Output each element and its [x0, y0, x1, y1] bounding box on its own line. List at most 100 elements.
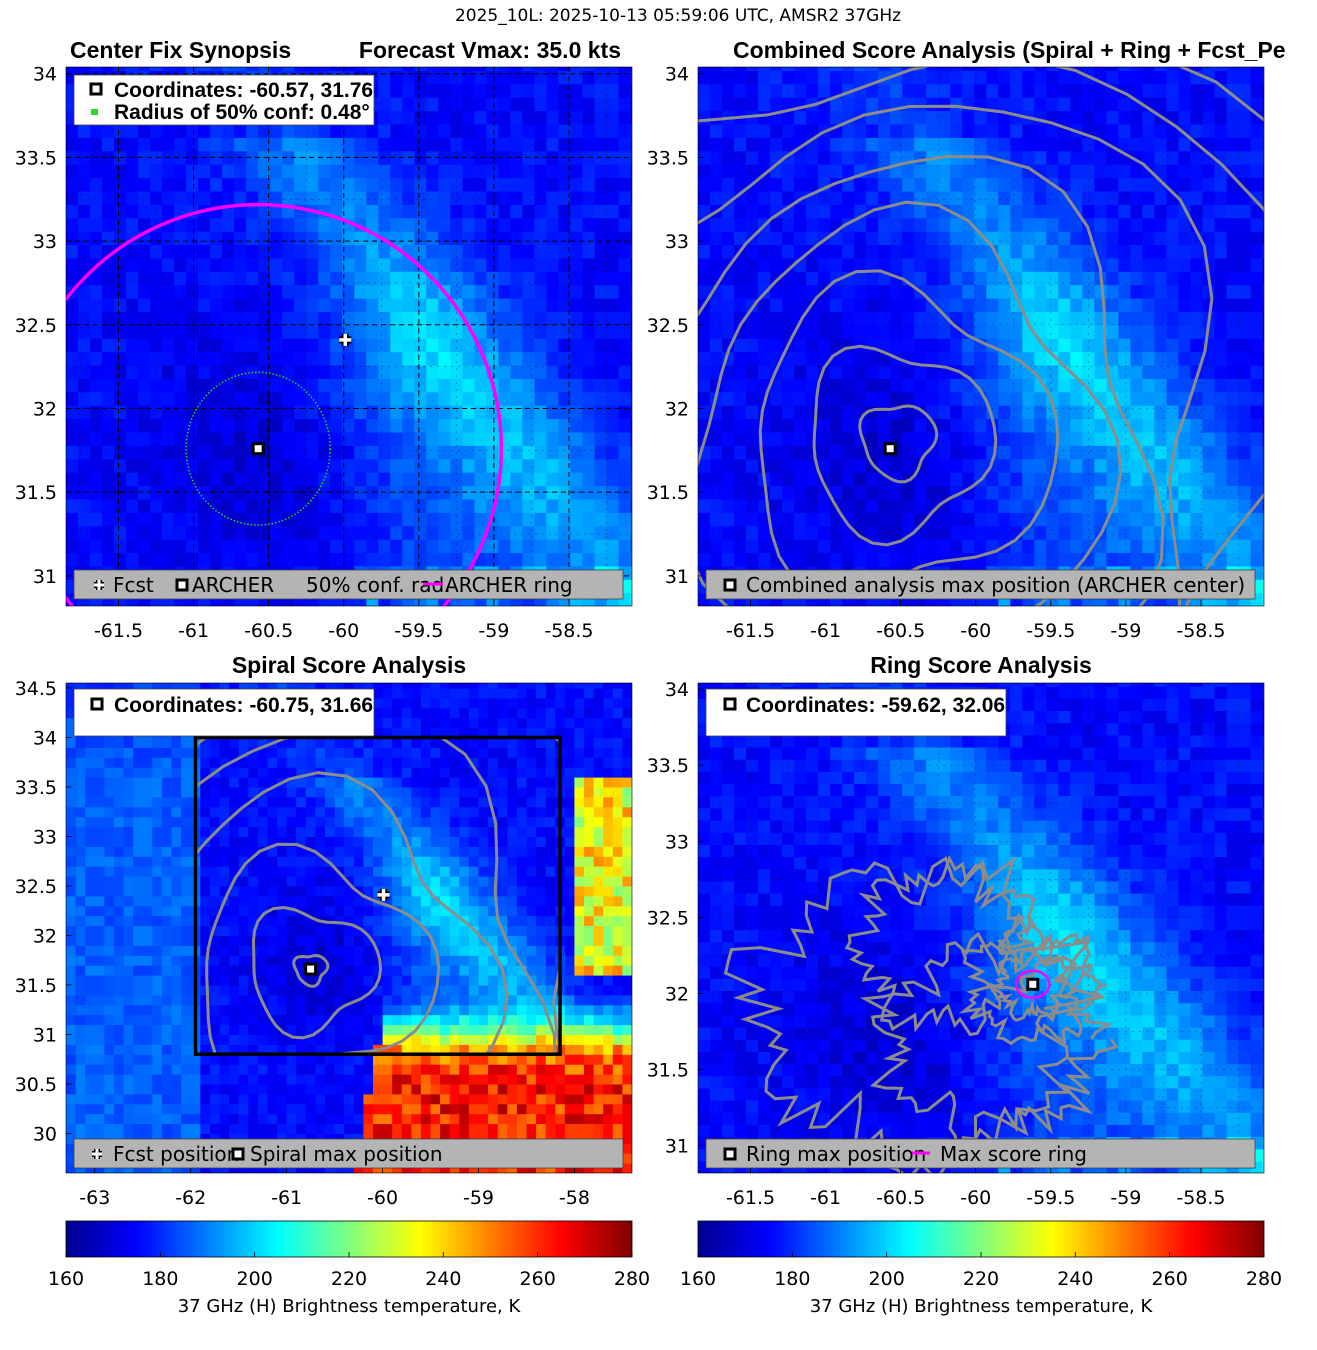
heatmap-cell	[630, 472, 632, 487]
heatmap-cell	[133, 945, 144, 956]
heatmap-cell	[462, 418, 475, 433]
heatmap-cell	[390, 458, 403, 473]
heatmap-cell	[878, 83, 891, 98]
heatmap-cell	[546, 498, 559, 513]
heatmap-cell	[330, 231, 343, 245]
heatmap-cell	[186, 512, 199, 527]
heatmap-cell	[450, 67, 463, 71]
heatmap-cell	[618, 217, 632, 232]
heatmap-cell	[462, 190, 475, 205]
heatmap-cell	[462, 431, 475, 446]
heatmap-cell	[186, 378, 199, 393]
heatmap-cell	[270, 257, 283, 272]
heatmap-cell	[842, 552, 855, 567]
heatmap-cell	[85, 826, 96, 837]
heatmap-cell	[318, 324, 331, 339]
heatmap-cell	[794, 391, 807, 406]
heatmap-cell	[1142, 110, 1155, 125]
heatmap-cell	[450, 445, 463, 460]
heatmap-cell	[234, 123, 247, 138]
heatmap-cell	[1142, 378, 1155, 393]
heatmap-cell	[546, 271, 559, 286]
heatmap-cell	[902, 231, 915, 245]
heatmap-cell	[186, 525, 199, 540]
heatmap-cell	[402, 110, 415, 125]
heatmap-cell	[594, 445, 608, 460]
heatmap-cell	[258, 244, 271, 259]
heatmap-cell	[102, 150, 115, 165]
heatmap-cell	[746, 405, 759, 420]
heatmap-cell	[390, 351, 403, 366]
heatmap-cell	[390, 123, 403, 138]
heatmap-cell	[498, 123, 511, 138]
heatmap-cell	[181, 1103, 192, 1115]
heatmap-cell	[229, 806, 240, 818]
heatmap-cell	[474, 137, 487, 152]
heatmap-cell	[114, 271, 127, 286]
heatmap-cell	[710, 137, 723, 152]
heatmap-cell	[998, 137, 1011, 152]
heatmap-cell	[1226, 298, 1240, 312]
heatmap-cell	[534, 257, 547, 272]
heatmap-cell	[342, 177, 355, 192]
heatmap-cell	[806, 485, 819, 500]
heatmap-cell	[186, 351, 199, 366]
heatmap-cell	[318, 217, 331, 232]
heatmap-cell	[1202, 351, 1215, 366]
heatmap-cell	[1130, 83, 1143, 98]
heatmap-cell	[85, 1054, 96, 1065]
heatmap-cell	[890, 83, 903, 98]
heatmap-cell	[438, 458, 451, 473]
heatmap-cell	[734, 472, 747, 487]
heatmap-cell	[1250, 83, 1264, 98]
heatmap-cell	[618, 67, 632, 71]
heatmap-cell	[186, 298, 199, 312]
heatmap-cell	[594, 391, 608, 406]
heatmap-cell	[962, 525, 975, 540]
heatmap-cell	[558, 123, 571, 138]
heatmap-cell	[114, 796, 125, 808]
heatmap-cell	[1070, 472, 1083, 487]
heatmap-cell	[219, 975, 230, 986]
heatmap-cell	[366, 177, 379, 192]
heatmap-cell	[582, 123, 596, 138]
heatmap-cell	[926, 217, 939, 232]
heatmap-cell	[1190, 204, 1203, 219]
heatmap-cell	[974, 365, 987, 379]
heatmap-cell	[123, 826, 134, 837]
heatmap-cell	[998, 284, 1011, 299]
heatmap-cell	[200, 994, 211, 1006]
heatmap-cell	[1214, 458, 1228, 473]
heatmap-cell	[414, 298, 427, 312]
heatmap-cell	[618, 70, 632, 85]
heatmap-cell	[830, 284, 843, 299]
heatmap-cell	[1238, 498, 1252, 513]
heatmap-cell	[806, 123, 819, 138]
heatmap-cell	[94, 1093, 105, 1105]
heatmap-cell	[950, 67, 963, 71]
heatmap-cell	[270, 458, 283, 473]
heatmap-cell	[75, 1004, 86, 1016]
heatmap-cell	[594, 378, 608, 393]
heatmap-cell	[414, 70, 427, 85]
heatmap-cell	[1214, 539, 1228, 553]
heatmap-cell	[209, 945, 221, 956]
heatmap-cell	[938, 431, 951, 446]
heatmap-cell	[474, 365, 487, 379]
heatmap-cell	[270, 512, 283, 527]
heatmap-cell	[354, 512, 367, 527]
heatmap-cell	[138, 123, 151, 138]
heatmap-cell	[282, 351, 295, 366]
heatmap-cell	[782, 244, 795, 259]
heatmap-cell	[830, 338, 843, 353]
heatmap-cell	[162, 351, 175, 366]
heatmap-cell	[390, 512, 403, 527]
heatmap-cell	[200, 984, 211, 996]
heatmap-cell	[282, 338, 295, 353]
heatmap-cell	[229, 1123, 240, 1134]
heatmap-cell	[234, 298, 247, 312]
heatmap-cell	[450, 498, 463, 513]
heatmap-cell	[1250, 177, 1264, 192]
heatmap-cell	[962, 512, 975, 527]
heatmap-cell	[758, 83, 771, 98]
